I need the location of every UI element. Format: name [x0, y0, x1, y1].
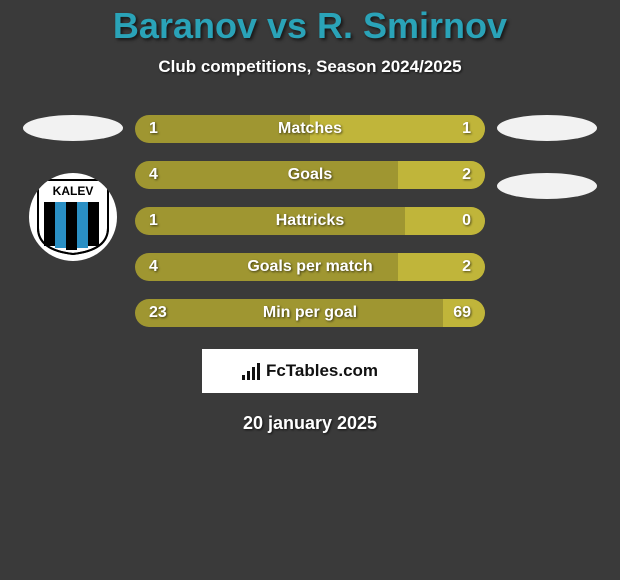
- stat-value-right: 69: [453, 299, 471, 327]
- stat-label: Matches: [135, 115, 485, 143]
- stat-label: Goals: [135, 161, 485, 189]
- stat-bar: 4Goals per match2: [135, 253, 485, 281]
- stat-bar: 1Matches1: [135, 115, 485, 143]
- page-title: Baranov vs R. Smirnov: [0, 5, 620, 47]
- stat-label: Hattricks: [135, 207, 485, 235]
- brand-badge: FcTables.com: [202, 349, 418, 393]
- club-logo-text: KALEV: [53, 184, 94, 198]
- club-right-placeholder: [497, 173, 597, 199]
- kalev-shield-icon: KALEV: [36, 178, 110, 256]
- main-row: KALEV 1Matches14Goals21Hattricks04Goals …: [0, 115, 620, 327]
- stat-bar: 23Min per goal69: [135, 299, 485, 327]
- subtitle: Club competitions, Season 2024/2025: [0, 57, 620, 77]
- club-logo-left: KALEV: [29, 173, 117, 261]
- stat-value-right: 2: [462, 253, 471, 281]
- stat-bar: 4Goals2: [135, 161, 485, 189]
- stat-label: Goals per match: [135, 253, 485, 281]
- stat-label: Min per goal: [135, 299, 485, 327]
- brand-text: FcTables.com: [266, 361, 378, 381]
- date-line: 20 january 2025: [0, 413, 620, 434]
- player-right-avatar-placeholder: [497, 115, 597, 141]
- left-column: KALEV: [23, 115, 123, 261]
- stat-bar: 1Hattricks0: [135, 207, 485, 235]
- right-column: [497, 115, 597, 199]
- stat-value-right: 0: [462, 207, 471, 235]
- player-left-avatar-placeholder: [23, 115, 123, 141]
- brand-bars-icon: [242, 362, 260, 380]
- stats-column: 1Matches14Goals21Hattricks04Goals per ma…: [135, 115, 485, 327]
- stat-value-right: 1: [462, 115, 471, 143]
- stat-value-right: 2: [462, 161, 471, 189]
